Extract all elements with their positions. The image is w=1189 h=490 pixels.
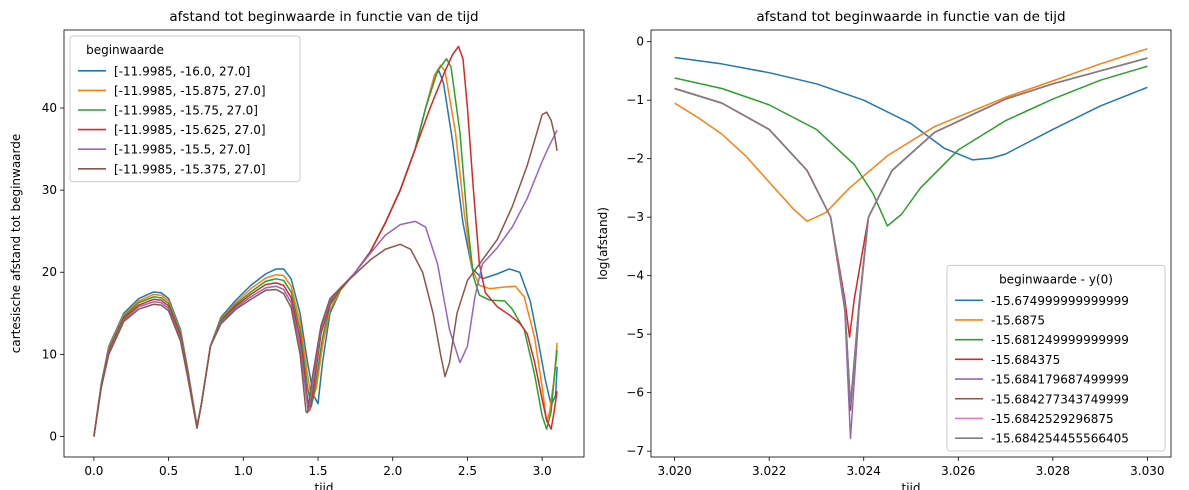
x-axis-label: tijd (315, 481, 334, 490)
series-line-5 (93, 129, 558, 437)
legend-box (946, 264, 1166, 452)
y-tick-label: −6 (626, 386, 644, 400)
axes-frame (63, 29, 585, 458)
legend-title: beginwaarde (86, 43, 164, 57)
y-tick-label: 30 (42, 183, 57, 197)
legend-title: beginwaarde - y(0) (999, 272, 1113, 286)
legend-label-1: -15.674999999999999 (991, 294, 1129, 308)
series-group (93, 45, 558, 437)
x-tick-label: 3.0 (533, 464, 552, 478)
x-tick-label: 3.020 (657, 464, 691, 478)
legend-label-6: -15.684277343749999 (991, 392, 1129, 406)
axes-frame (650, 29, 1172, 458)
chart-title: afstand tot beginwaarde in functie van d… (756, 9, 1065, 25)
y-tick-label: −3 (626, 210, 644, 224)
x-tick-label: 0.0 (84, 464, 103, 478)
legend-label-3: -15.681249999999999 (991, 333, 1129, 347)
x-tick-label: 1.5 (308, 464, 327, 478)
legend-label-4: [-11.9985, -15.625, 27.0] (114, 123, 266, 137)
series-line-6 (93, 111, 558, 437)
legend-label-5: [-11.9985, -15.5, 27.0] (114, 143, 250, 157)
y-tick-label: 40 (42, 101, 57, 115)
y-tick-label: −5 (626, 327, 644, 341)
legend-label-2: [-11.9985, -15.875, 27.0] (114, 84, 266, 98)
legend-label-8: -15.684254455566405 (991, 432, 1129, 446)
legend-label-7: -15.6842529296875 (991, 412, 1114, 426)
x-tick-label: 3.026 (941, 464, 975, 478)
legend-label-1: [-11.9985, -16.0, 27.0] (114, 64, 250, 78)
chart-1: 0.0 0.5 1.0 1.5 2.0 2.5 3.0 0 10 20 30 40 afstand to… (9, 9, 585, 490)
series-group (674, 48, 1148, 440)
y-tick-label: 0 (636, 35, 644, 49)
legend-label-5: -15.684179687499999 (991, 373, 1129, 387)
y-tick-label: −1 (626, 93, 644, 107)
y-tick-label: −2 (626, 152, 644, 166)
y-tick-label: −4 (626, 269, 644, 283)
x-tick-label: 1.0 (234, 464, 253, 478)
x-tick-label: 3.030 (1130, 464, 1164, 478)
legend-label-2: -15.6875 (991, 313, 1045, 327)
x-tick-label: 2.5 (458, 464, 477, 478)
legend: beginwaarde [-11.9985, -16.0, 27.0] [-11.9… (69, 35, 301, 183)
x-tick-label: 3.024 (847, 464, 881, 478)
legend-box (69, 35, 301, 183)
x-tick-label: 2.0 (383, 464, 402, 478)
y-tick-label: 20 (42, 265, 57, 279)
series-line-1 (674, 56, 1148, 161)
legend-label-4: -15.684375 (991, 353, 1060, 367)
x-tick-label: 0.5 (159, 464, 178, 478)
series-line-3 (674, 65, 1148, 227)
x-tick-label: 3.028 (1036, 464, 1070, 478)
series-line-1 (93, 70, 558, 437)
legend-label-3: [-11.9985, -15.75, 27.0] (114, 104, 258, 118)
series-line-2 (674, 48, 1148, 223)
series-line-8 (674, 57, 1148, 406)
y-tick-label: 10 (42, 347, 57, 361)
y-tick-label: −7 (626, 444, 644, 458)
y-axis-label: log(afstand) (596, 207, 610, 280)
chart-title: afstand tot beginwaarde in functie van d… (169, 9, 478, 25)
y-tick-label: 0 (49, 429, 57, 443)
x-axis-label: tijd (902, 481, 921, 490)
legend-label-6: [-11.9985, -15.375, 27.0] (114, 162, 266, 176)
legend: beginwaarde - y(0) -15.674999999999999 -15… (946, 264, 1166, 452)
y-axis-label: cartesische afstand tot beginwaarde (9, 134, 23, 354)
x-tick-label: 3.022 (752, 464, 786, 478)
chart-2: 3.020 3.022 3.024 3.026 3.028 3.030 0 −1 −2 −3 −4 −… (596, 9, 1172, 490)
